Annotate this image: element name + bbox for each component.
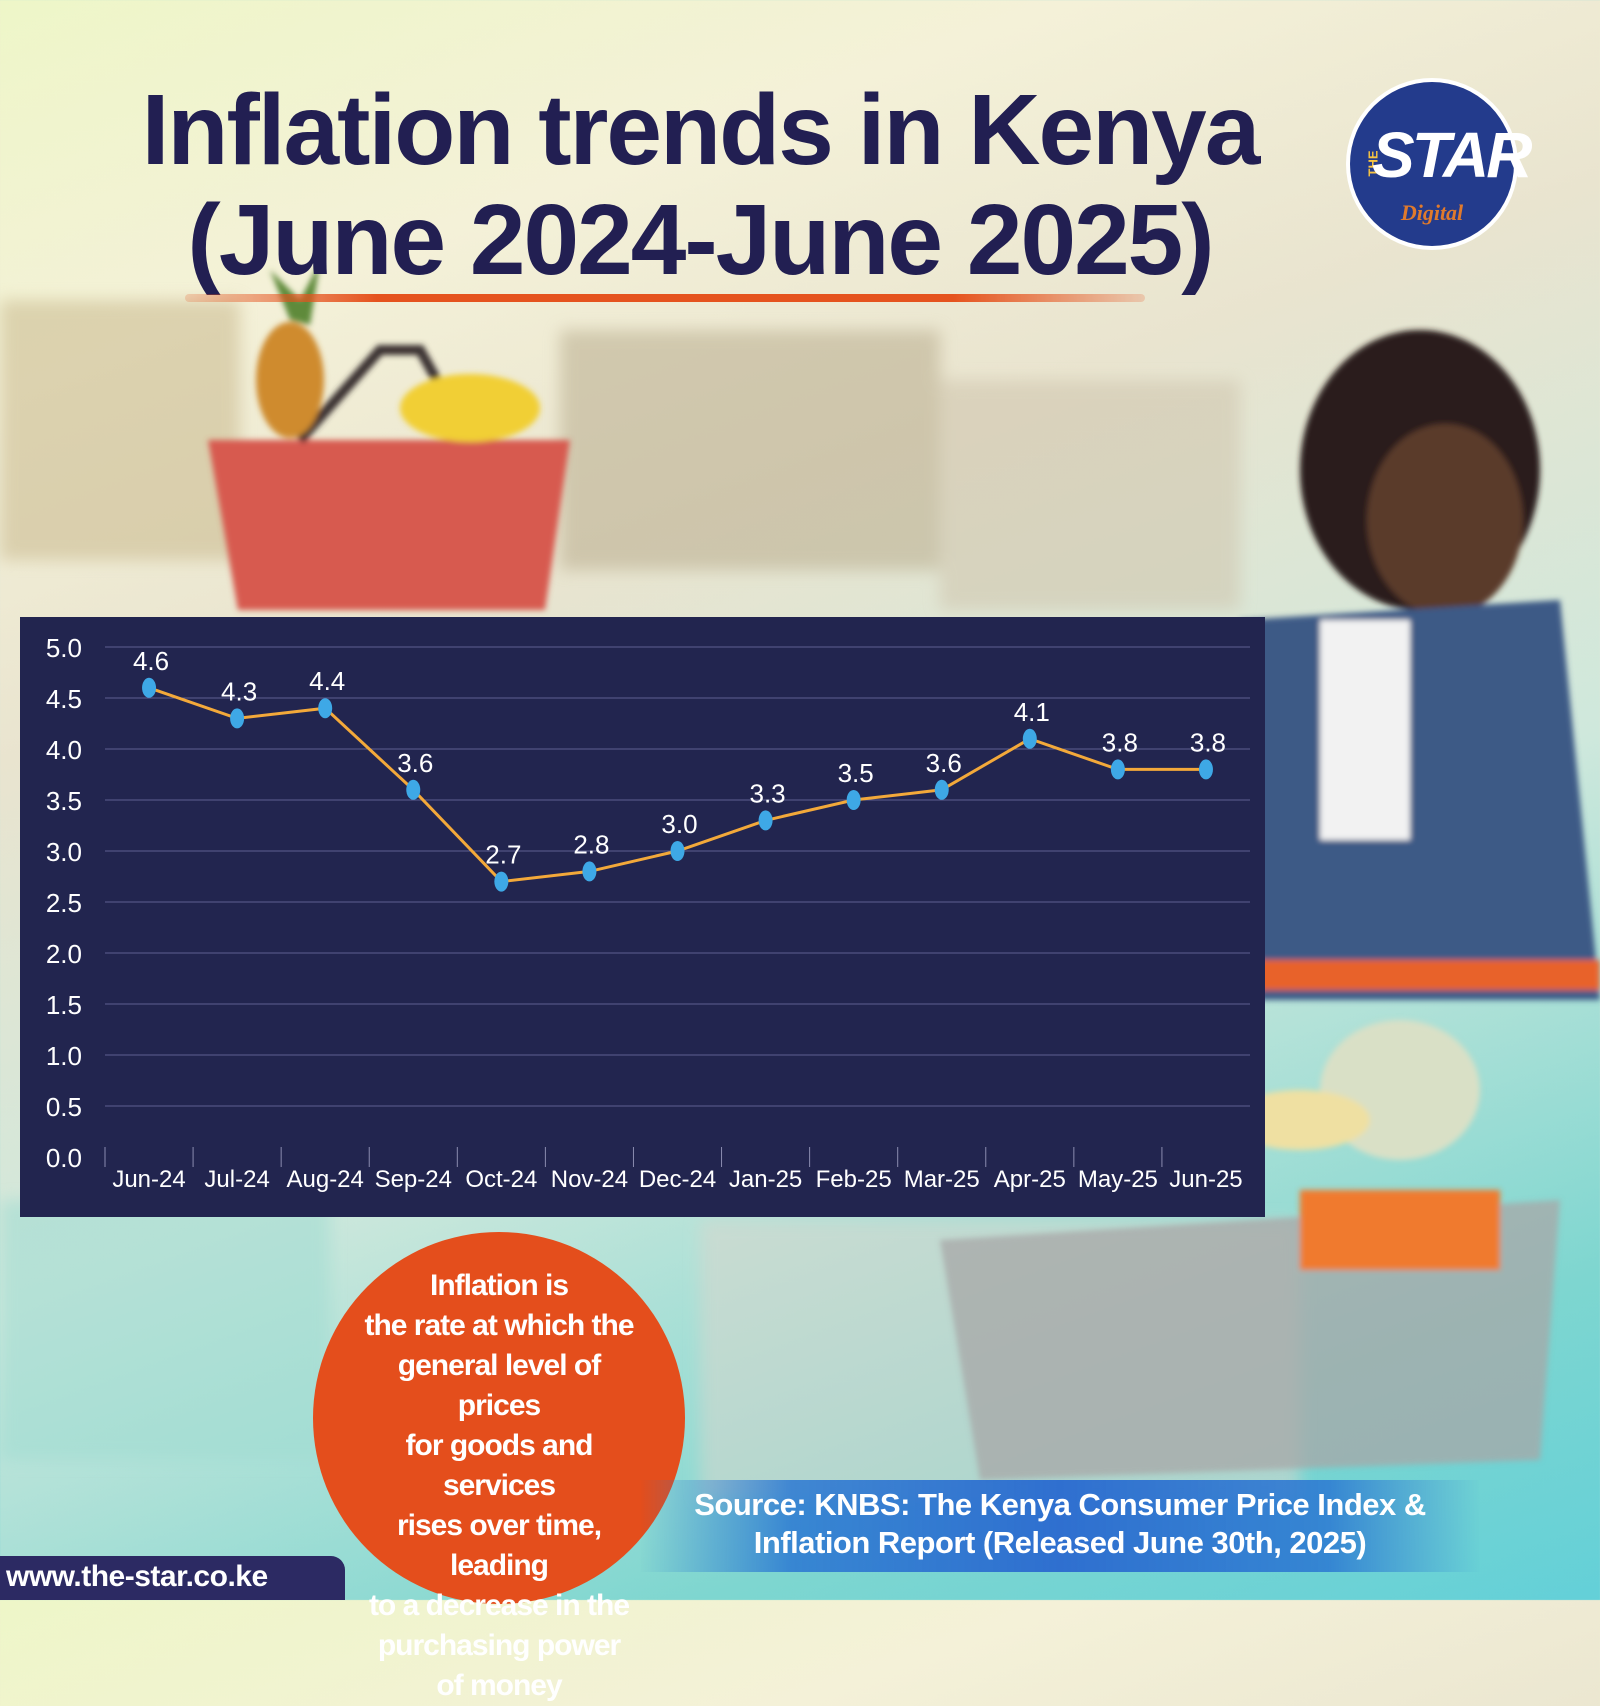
website-tag: www.the-star.co.ke [0,1556,345,1600]
data-label: 4.4 [309,666,345,696]
background-photo [0,262,1600,1500]
source-text: Source: KNBS: The Kenya Consumer Price I… [640,1486,1480,1562]
data-label: 3.5 [838,758,874,788]
source-banner: Source: KNBS: The Kenya Consumer Price I… [640,1480,1480,1572]
y-tick-label: 4.5 [46,684,82,714]
data-point [670,841,685,861]
x-tick-label: Dec-24 [639,1166,716,1193]
logo-digital-text: Digital [1400,200,1464,225]
page-title-line1: Inflation trends in Kenya [141,74,1261,186]
data-label: 3.3 [749,778,785,808]
data-point [230,708,245,729]
data-label: 4.1 [1014,697,1050,727]
source-line1: Source: KNBS: The Kenya Consumer Price I… [694,1487,1426,1522]
data-label: 2.8 [573,829,609,859]
data-label: 2.7 [485,840,521,870]
data-point [1110,759,1125,780]
inflation-definition-circle: Inflation is the rate at which the general… [313,1232,685,1702]
x-tick-label: Jul-24 [204,1166,269,1193]
data-point [406,779,421,800]
star-digital-logo: THE STAR Digital [1350,82,1532,246]
x-tick-label: Nov-24 [551,1166,628,1193]
data-label: 3.8 [1102,727,1138,757]
website-url[interactable]: www.the-star.co.ke [6,1560,268,1593]
x-tick-label: Jun-25 [1169,1166,1242,1193]
page-title-line2: (June 2024-June 2025) [187,184,1214,296]
y-tick-label: 1.5 [46,990,82,1020]
y-tick-label: 0.5 [46,1092,82,1122]
data-point [494,871,509,892]
y-tick-label: 0.0 [46,1143,82,1173]
y-tick-label: 3.0 [46,837,82,867]
x-tick-label: Jan-25 [729,1166,802,1193]
x-tick-label: Jun-24 [112,1166,185,1193]
y-tick-label: 3.5 [46,786,82,816]
data-point [846,790,861,810]
x-tick-label: Feb-25 [816,1166,892,1193]
inflation-line-chart: 0.0 0.5 1.0 1.5 2.0 2.5 3.0 3.5 4.0 4.5 5.0 Jun-24 J… [20,617,1265,1217]
definition-line: to a decrease in the [368,1589,630,1622]
definition-line: general level of prices [397,1349,601,1422]
x-tick-label: Sep-24 [375,1166,452,1193]
data-point [318,698,333,719]
definition-line: for goods and services [405,1429,594,1502]
data-point [758,810,773,831]
title-underline [185,294,1145,302]
definition-line: purchasing power [377,1629,621,1662]
x-tick-label: Apr-25 [994,1166,1066,1193]
data-label: 3.6 [397,748,433,778]
data-point [1198,759,1213,780]
definition-line: Inflation is [430,1269,569,1302]
data-label: 3.6 [926,748,962,778]
x-tick-label: Aug-24 [286,1166,363,1193]
definition-line: of money [436,1669,562,1702]
data-label: 4.3 [221,676,257,706]
data-point [934,779,949,800]
definition-line: rises over time, leading [396,1509,602,1582]
y-tick-label: 2.0 [46,939,82,969]
source-line2: Inflation Report (Released June 30th, 20… [753,1525,1367,1560]
data-label: 3.0 [661,809,697,839]
definition-line: the rate at which the [364,1309,634,1342]
data-point [142,677,157,698]
chart-svg: 0.0 0.5 1.0 1.5 2.0 2.5 3.0 3.5 4.0 4.5 5.0 Jun-24 J… [46,633,1250,1193]
y-tick-label: 4.0 [46,735,82,765]
data-point [582,861,597,882]
data-point [1022,728,1037,749]
data-label: 3.8 [1190,727,1226,757]
y-tick-label: 2.5 [46,888,82,918]
y-tick-label: 5.0 [46,633,82,663]
inflation-definition-text: Inflation is the rate at which the general… [353,1266,645,1706]
y-tick-label: 1.0 [46,1041,82,1071]
x-tick-label: Mar-25 [904,1166,980,1193]
data-label: 4.6 [133,646,169,676]
logo-star-text: STAR [1372,119,1532,191]
x-tick-label: Oct-24 [465,1166,537,1193]
x-tick-label: May-25 [1078,1166,1158,1193]
